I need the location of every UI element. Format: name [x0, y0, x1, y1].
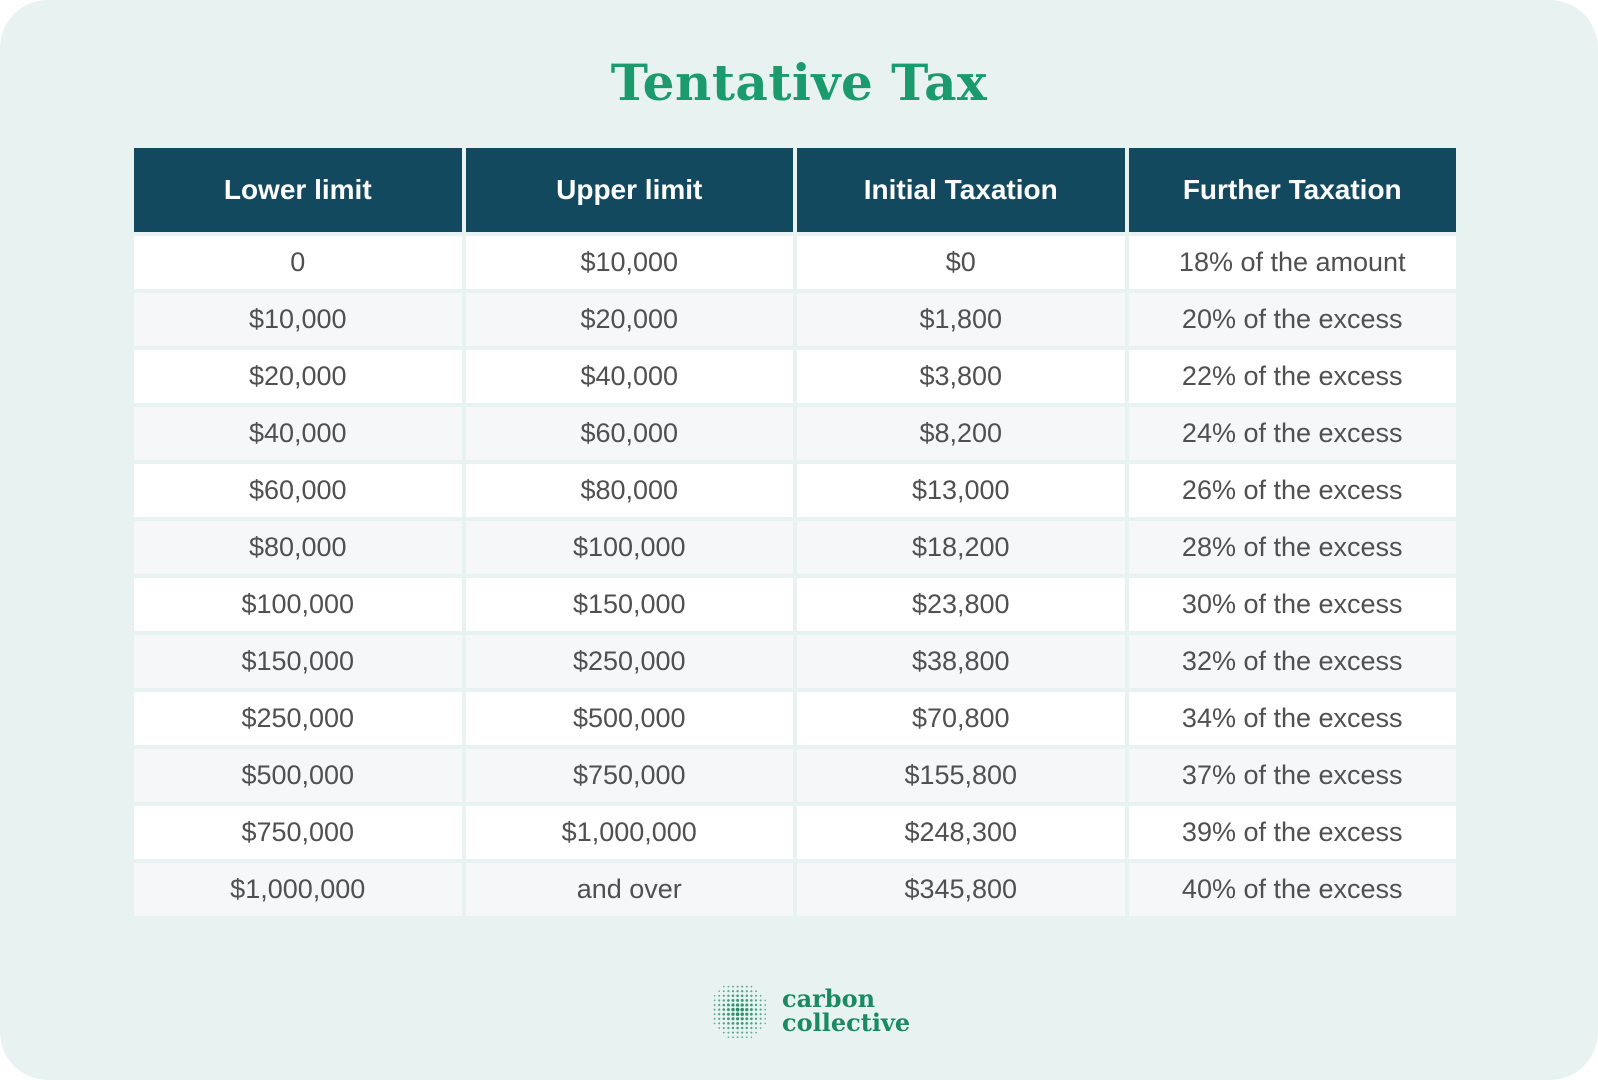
table-row: $20,000 $40,000 $3,800 22% of the excess [134, 350, 1456, 403]
brand-logo: carbon collective [708, 980, 910, 1042]
cell-upper-limit: $1,000,000 [465, 806, 793, 859]
table-row: 0 $10,000 $0 18% of the amount [134, 236, 1456, 289]
logo-line-2: collective [782, 1008, 911, 1037]
cell-initial-taxation: $3,800 [797, 350, 1125, 403]
cell-further-taxation: 20% of the excess [1128, 293, 1456, 346]
cell-initial-taxation: $345,800 [797, 863, 1125, 916]
logo-wordmark: carbon collective [782, 987, 910, 1035]
header-further-taxation: Further Taxation [1128, 148, 1456, 232]
header-initial-taxation: Initial Taxation [797, 148, 1125, 232]
cell-upper-limit: $500,000 [465, 692, 793, 745]
dotted-sphere-icon [713, 985, 767, 1039]
cell-initial-taxation: $70,800 [797, 692, 1125, 745]
cell-initial-taxation: $0 [797, 236, 1125, 289]
cell-further-taxation: 34% of the excess [1128, 692, 1456, 745]
cell-upper-limit: $60,000 [465, 407, 793, 460]
table-row: $40,000 $60,000 $8,200 24% of the excess [134, 407, 1456, 460]
cell-lower-limit: $100,000 [134, 578, 462, 631]
header-upper-limit: Upper limit [465, 148, 793, 232]
cell-initial-taxation: $248,300 [797, 806, 1125, 859]
table-row: $1,000,000 and over $345,800 40% of the … [134, 863, 1456, 916]
logo-line-1: carbon [782, 984, 876, 1013]
cell-lower-limit: $10,000 [134, 293, 462, 346]
cell-further-taxation: 32% of the excess [1128, 635, 1456, 688]
table-row: $10,000 $20,000 $1,800 20% of the excess [134, 293, 1456, 346]
cell-lower-limit: $750,000 [134, 806, 462, 859]
cell-initial-taxation: $23,800 [797, 578, 1125, 631]
cell-lower-limit: $1,000,000 [134, 863, 462, 916]
cell-lower-limit: $20,000 [134, 350, 462, 403]
table-row: $150,000 $250,000 $38,800 32% of the exc… [134, 635, 1456, 688]
cell-further-taxation: 18% of the amount [1128, 236, 1456, 289]
table-row: $60,000 $80,000 $13,000 26% of the exces… [134, 464, 1456, 517]
cell-initial-taxation: $8,200 [797, 407, 1125, 460]
table-row: $250,000 $500,000 $70,800 34% of the exc… [134, 692, 1456, 745]
cell-lower-limit: $150,000 [134, 635, 462, 688]
cell-further-taxation: 37% of the excess [1128, 749, 1456, 802]
table-header-row: Lower limit Upper limit Initial Taxation… [134, 148, 1456, 232]
cell-further-taxation: 30% of the excess [1128, 578, 1456, 631]
cell-upper-limit: $150,000 [465, 578, 793, 631]
table-row: $750,000 $1,000,000 $248,300 39% of the … [134, 806, 1456, 859]
cell-lower-limit: $40,000 [134, 407, 462, 460]
cell-lower-limit: $250,000 [134, 692, 462, 745]
cell-lower-limit: $80,000 [134, 521, 462, 574]
cell-lower-limit: $500,000 [134, 749, 462, 802]
cell-upper-limit: $20,000 [465, 293, 793, 346]
cell-initial-taxation: $38,800 [797, 635, 1125, 688]
page-title: Tentative Tax [610, 53, 988, 112]
cell-upper-limit: $100,000 [465, 521, 793, 574]
cell-further-taxation: 24% of the excess [1128, 407, 1456, 460]
cell-further-taxation: 28% of the excess [1128, 521, 1456, 574]
table-row: $80,000 $100,000 $18,200 28% of the exce… [134, 521, 1456, 574]
cell-upper-limit: and over [465, 863, 793, 916]
cell-further-taxation: 40% of the excess [1128, 863, 1456, 916]
cell-upper-limit: $250,000 [465, 635, 793, 688]
cell-initial-taxation: $155,800 [797, 749, 1125, 802]
cell-further-taxation: 22% of the excess [1128, 350, 1456, 403]
cell-lower-limit: 0 [134, 236, 462, 289]
table-row: $500,000 $750,000 $155,800 37% of the ex… [134, 749, 1456, 802]
cell-upper-limit: $10,000 [465, 236, 793, 289]
cell-initial-taxation: $1,800 [797, 293, 1125, 346]
cell-further-taxation: 26% of the excess [1128, 464, 1456, 517]
cell-initial-taxation: $18,200 [797, 521, 1125, 574]
cell-upper-limit: $40,000 [465, 350, 793, 403]
header-lower-limit: Lower limit [134, 148, 462, 232]
cell-lower-limit: $60,000 [134, 464, 462, 517]
cell-initial-taxation: $13,000 [797, 464, 1125, 517]
cell-upper-limit: $80,000 [465, 464, 793, 517]
table-row: $100,000 $150,000 $23,800 30% of the exc… [134, 578, 1456, 631]
cell-further-taxation: 39% of the excess [1128, 806, 1456, 859]
tentative-tax-table: Lower limit Upper limit Initial Taxation… [130, 144, 1460, 920]
cell-upper-limit: $750,000 [465, 749, 793, 802]
